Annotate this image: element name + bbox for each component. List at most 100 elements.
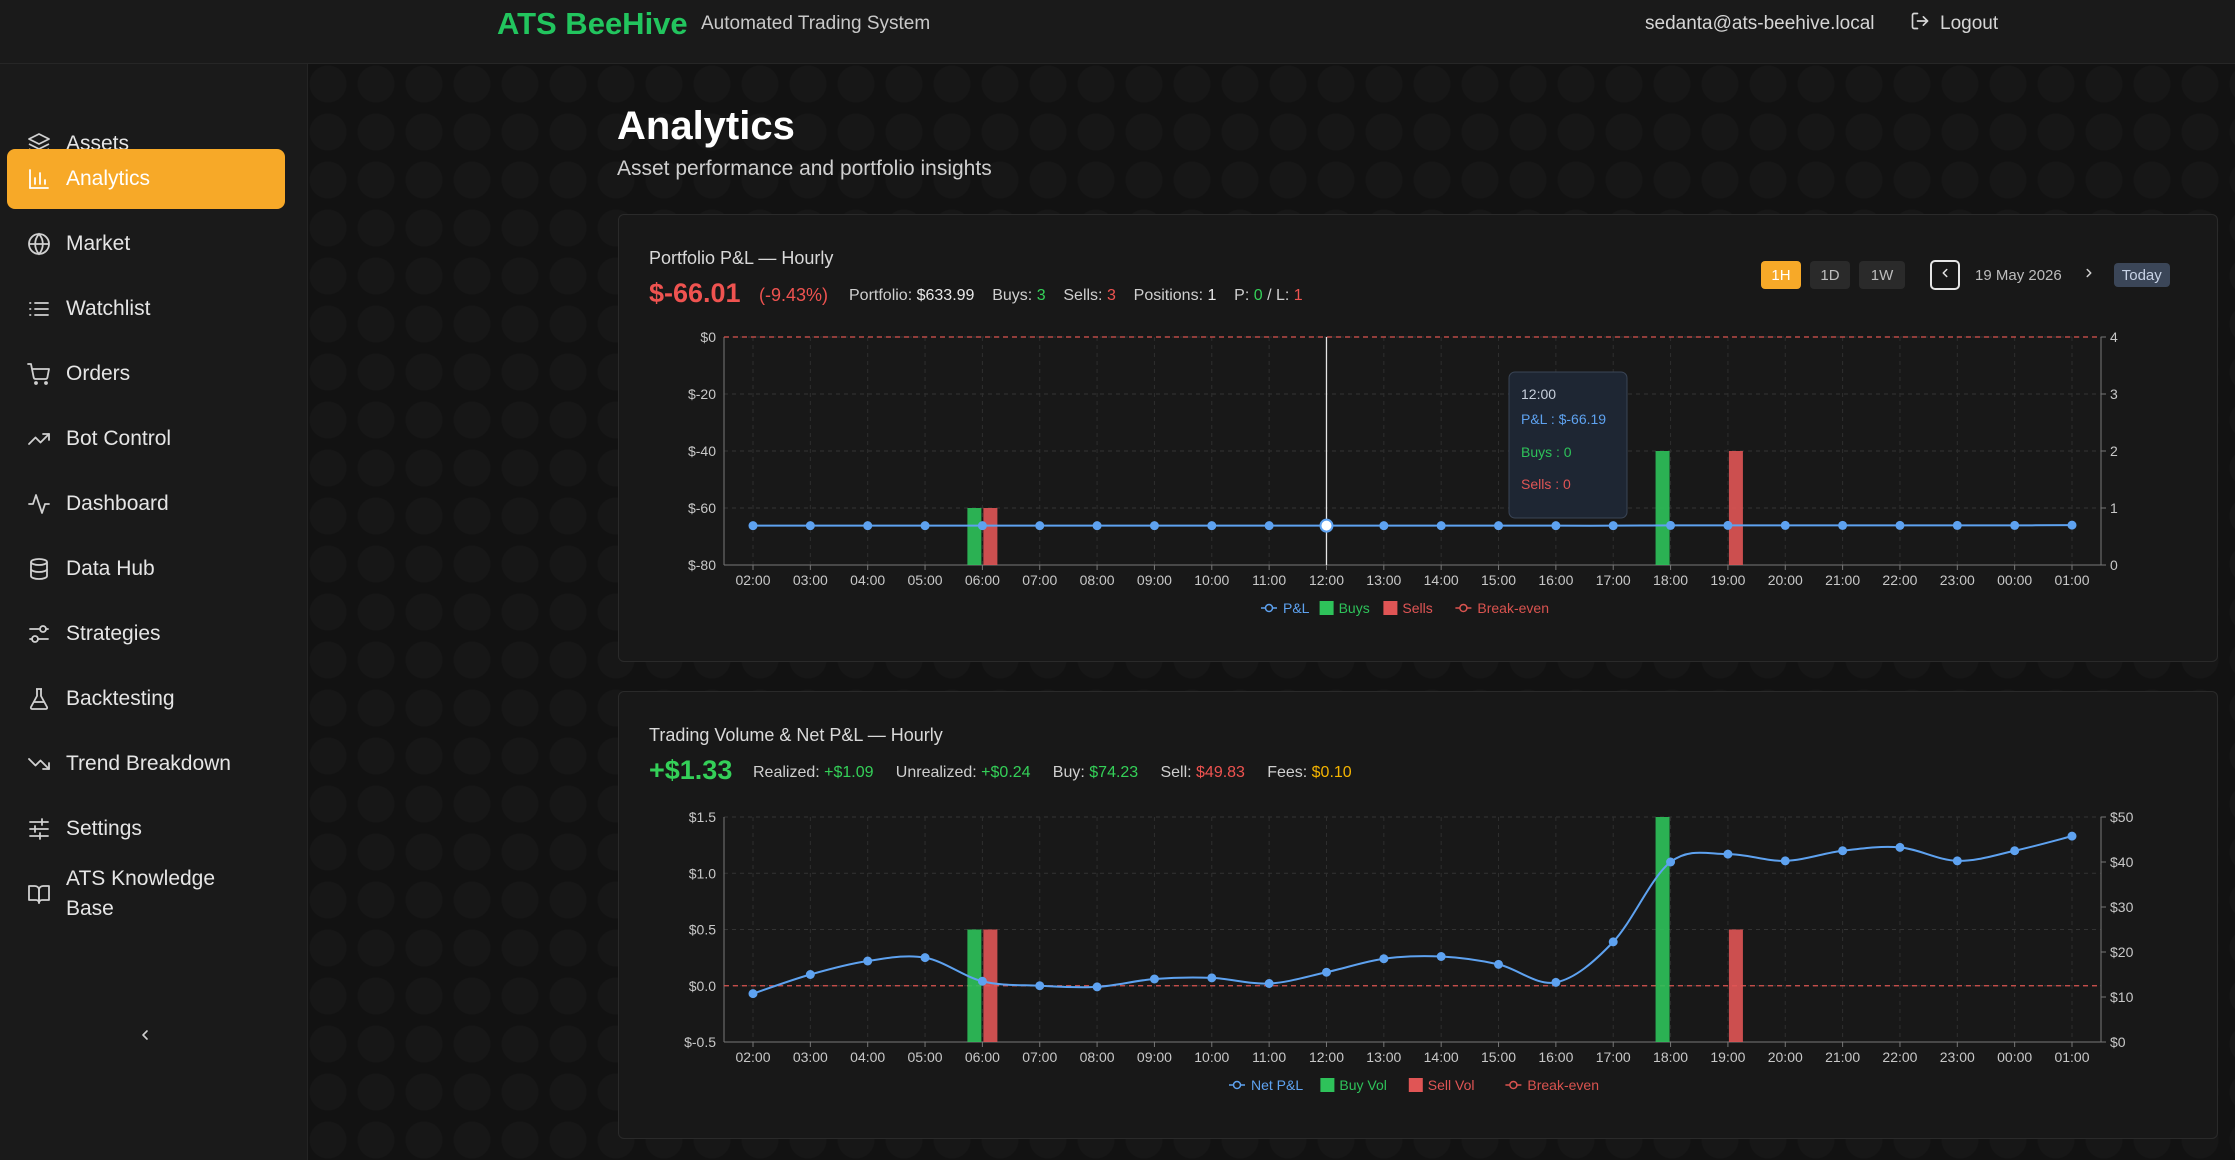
legend-marker [1232, 1080, 1242, 1090]
pnl-line [753, 524, 2073, 527]
x-tick-label: 08:00 [1080, 572, 1115, 588]
y-left-tick-label: $1.5 [689, 809, 716, 825]
sell-bar [1728, 929, 1743, 1042]
pnl-point [1207, 973, 1217, 983]
pnl-point [1895, 842, 1905, 852]
activity-icon [26, 491, 52, 517]
trading-volume-chart[interactable]: $1.5 $1.0 $0.5 $0.0 $-0.5 $50 $40 $30 $20 $10 $0 02… [619, 692, 2217, 1138]
x-tick-label: 04:00 [850, 572, 885, 588]
date-label: 19 May 2026 [1975, 266, 2062, 284]
settings-sliders-icon [26, 816, 52, 842]
x-tick-label: 00:00 [1997, 1049, 2032, 1065]
page-title: Analytics [617, 104, 795, 148]
buy-bar [967, 929, 982, 1042]
sidebar-item-analytics[interactable]: Analytics [7, 149, 285, 209]
legend-marker [1459, 603, 1468, 613]
range-1h-button[interactable]: 1H [1761, 261, 1801, 289]
buy-volume-value: $74.23 [1089, 764, 1139, 781]
tooltip-buys: Buys : 0 [1521, 444, 1572, 460]
sidebar-item-data-hub[interactable]: Data Hub [7, 539, 285, 599]
x-tick-label: 06:00 [965, 572, 1000, 588]
y-right-tick-label: $30 [2110, 899, 2134, 915]
brand-logo[interactable]: ATS BeeHive [497, 6, 688, 41]
sidebar-item-label: Analytics [66, 167, 151, 190]
range-1d-button[interactable]: 1D [1810, 261, 1850, 289]
app-tagline: Automated Trading System [701, 13, 931, 34]
sell-bar [983, 508, 998, 565]
sidebar-item-bot-control[interactable]: Bot Control [7, 409, 285, 469]
sidebar-item-label: Strategies [66, 622, 161, 645]
sidebar-item-label: Orders [66, 362, 131, 385]
logout-icon [1910, 11, 1930, 37]
sidebar-item-backtesting[interactable]: Backtesting [7, 669, 285, 729]
buys-label: Buys: [992, 287, 1033, 304]
tooltip-time: 12:00 [1521, 386, 1556, 402]
sell-volume-label: Sell: [1160, 764, 1192, 781]
sidebar-item-label: ATS Knowledge Base [66, 864, 215, 924]
x-tick-label: 04:00 [850, 1049, 885, 1065]
sells-label: Sells: [1063, 287, 1103, 304]
x-tick-label: 19:00 [1710, 1049, 1745, 1065]
buy-volume-label: Buy: [1052, 764, 1085, 781]
x-tick-label: 12:00 [1309, 1049, 1344, 1065]
pnl-point [1666, 857, 1676, 867]
y-right-tick-label: 1 [2110, 500, 2118, 516]
x-tick-label: 22:00 [1882, 572, 1917, 588]
sidebar-item-market[interactable]: Market [7, 214, 285, 274]
y-left-tick-label: $0.0 [689, 978, 716, 994]
profit-label: P: [1234, 287, 1250, 304]
pnl-point [1666, 520, 1676, 530]
pnl-point [1035, 521, 1045, 531]
sidebar-item-strategies[interactable]: Strategies [7, 604, 285, 664]
sidebar-item-label: Dashboard [66, 492, 169, 515]
sidebar-item-dashboard[interactable]: Dashboard [7, 474, 285, 534]
x-tick-label: 10:00 [1194, 1049, 1229, 1065]
y-left-tick-label: $-0.5 [684, 1034, 716, 1050]
x-tick-label: 01:00 [2054, 1049, 2089, 1065]
x-tick-label: 07:00 [1022, 572, 1057, 588]
pnl-point [748, 521, 758, 531]
legend-swatch [1319, 601, 1334, 615]
pnl-point [863, 521, 873, 531]
logout-button[interactable]: Logout [1910, 11, 1998, 37]
pnl-point [1838, 846, 1848, 856]
x-tick-label: 11:00 [1252, 1049, 1286, 1065]
x-tick-label: 00:00 [1997, 572, 2032, 588]
realized-value: +$1.09 [824, 764, 874, 781]
today-button[interactable]: Today [2113, 263, 2170, 287]
x-tick-label: 17:00 [1596, 572, 1631, 588]
legend-label: Break-even [1477, 600, 1549, 616]
sliders-icon [26, 621, 52, 647]
hover-tooltip [1508, 371, 1628, 519]
prev-date-button[interactable] [1930, 260, 1960, 290]
pnl-point [2010, 520, 2020, 530]
legend-marker [1264, 603, 1274, 613]
x-tick-label: 08:00 [1080, 1049, 1115, 1065]
sidebar-item-trend-breakdown[interactable]: Trend Breakdown [7, 734, 285, 794]
sidebar-item-watchlist[interactable]: Watchlist [7, 279, 285, 339]
pnl-point [1436, 521, 1446, 531]
x-tick-label: 16:00 [1538, 1049, 1573, 1065]
sidebar-item-knowledge-base[interactable]: ATS Knowledge Base [7, 862, 285, 926]
sidebar-item-orders[interactable]: Orders [7, 344, 285, 404]
legend-label: Buys [1339, 600, 1370, 616]
fees-label: Fees: [1267, 764, 1308, 781]
sell-volume-value: $49.83 [1196, 764, 1245, 781]
database-icon [26, 556, 52, 582]
portfolio-pnl-chart[interactable]: $0 $-20 $-40 $-60 $-80 4 3 2 1 0 02:00 03:00 04:00 05… [619, 215, 2217, 661]
buy-bar [1655, 451, 1670, 565]
x-tick-label: 18:00 [1653, 1049, 1688, 1065]
y-right-tick-label: 2 [2110, 443, 2118, 459]
sidebar-collapse-button[interactable] [132, 1024, 158, 1050]
pnl-point [1780, 520, 1790, 530]
x-tick-label: 11:00 [1252, 572, 1286, 588]
unrealized-label: Unrealized: [895, 764, 977, 781]
pnl-point [1780, 856, 1790, 866]
x-tick-label: 14:00 [1424, 572, 1459, 588]
sidebar-item-settings[interactable]: Settings [7, 799, 285, 859]
range-1w-button[interactable]: 1W [1859, 261, 1905, 289]
trending-down-icon [26, 751, 52, 777]
fees-value: $0.10 [1311, 764, 1352, 781]
sidebar-item-label: Data Hub [66, 557, 155, 580]
next-date-button[interactable] [2077, 266, 2101, 285]
